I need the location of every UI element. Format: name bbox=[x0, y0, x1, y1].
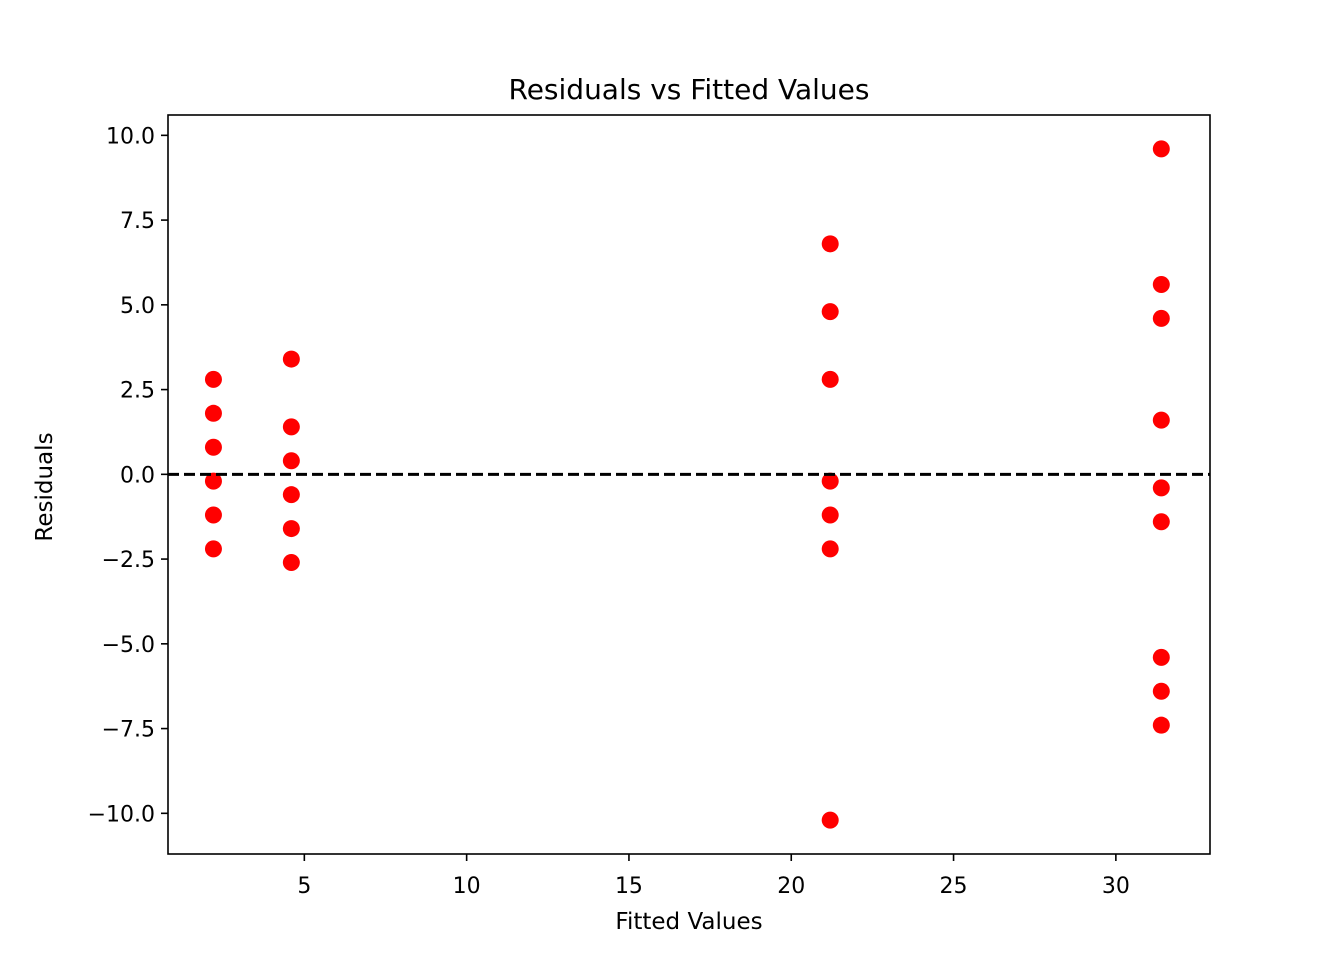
data-point bbox=[204, 438, 222, 456]
data-point bbox=[821, 540, 839, 558]
x-tick-label: 20 bbox=[777, 874, 805, 899]
data-point bbox=[821, 472, 839, 490]
y-tick-label: −10.0 bbox=[88, 802, 155, 827]
x-tick-label: 15 bbox=[615, 874, 643, 899]
data-point bbox=[1152, 276, 1170, 293]
data-point bbox=[1152, 648, 1170, 666]
data-point bbox=[282, 553, 300, 571]
data-point bbox=[821, 303, 839, 321]
y-tick-label: −5.0 bbox=[102, 633, 155, 658]
x-tick-label: 25 bbox=[940, 874, 968, 899]
data-point bbox=[821, 506, 839, 524]
y-tick-label: 2.5 bbox=[120, 379, 155, 404]
y-tick-label: 0.0 bbox=[120, 463, 155, 488]
y-tick-label: −2.5 bbox=[102, 548, 155, 573]
y-tick-label: −7.5 bbox=[102, 718, 155, 743]
x-tick-label: 10 bbox=[453, 874, 481, 899]
data-point bbox=[204, 404, 222, 422]
data-point bbox=[821, 235, 839, 253]
data-point bbox=[204, 540, 222, 558]
data-point bbox=[282, 350, 300, 368]
data-point bbox=[1152, 140, 1170, 158]
chart-title: Residuals vs Fitted Values bbox=[509, 73, 870, 106]
y-tick-label: 7.5 bbox=[120, 209, 155, 234]
y-tick-label: 10.0 bbox=[106, 124, 155, 149]
x-tick-label: 30 bbox=[1102, 874, 1130, 899]
data-point bbox=[282, 520, 300, 538]
ticks-layer: 5 10 15 20 25 30 10.0 7.5 5.0 2.5 0.0 −2.5 −5.0 −7.5 −… bbox=[88, 124, 1130, 899]
data-point bbox=[821, 370, 839, 388]
data-point bbox=[1152, 479, 1170, 497]
data-point bbox=[1152, 513, 1170, 531]
x-tick-label: 5 bbox=[297, 874, 311, 899]
data-point bbox=[282, 418, 300, 436]
data-point bbox=[282, 452, 300, 470]
y-tick-label: 5.0 bbox=[120, 294, 155, 319]
plot-area-frame bbox=[167, 114, 1211, 855]
data-point bbox=[204, 506, 222, 524]
x-axis-label: Fitted Values bbox=[615, 909, 762, 935]
data-point bbox=[1152, 309, 1170, 327]
y-axis-label: Residuals bbox=[32, 432, 58, 541]
data-point bbox=[204, 370, 222, 388]
marks-layer bbox=[168, 140, 1210, 829]
data-point bbox=[1152, 682, 1170, 700]
data-point bbox=[1152, 411, 1170, 429]
data-point bbox=[821, 811, 839, 829]
data-point bbox=[1152, 716, 1170, 734]
data-point bbox=[204, 472, 222, 490]
data-point bbox=[282, 486, 300, 504]
